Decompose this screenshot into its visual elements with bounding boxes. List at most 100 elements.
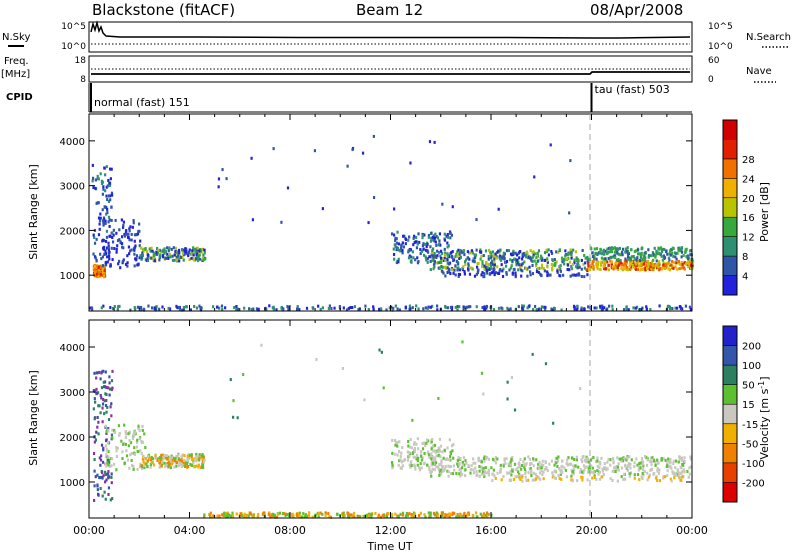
scatter-cell [633,476,636,480]
scatter-cell [485,269,488,273]
scatter-cell [118,238,121,242]
scatter-cell [576,266,579,270]
scatter-cell [177,464,180,468]
scatter-cell [527,455,530,459]
scatter-cell [450,254,454,258]
scatter-cell [179,458,182,462]
x-tick-label: 04:00 [174,524,206,537]
scatter-cell [394,244,397,248]
scatter-cell [173,456,176,460]
scatter-cell [468,257,471,261]
scatter-cell [195,464,198,468]
scatter-cell [533,259,536,263]
scatter-cell [149,463,153,467]
scatter-cell [458,252,461,256]
scatter-cell [175,255,178,259]
scatter-cell [286,513,289,517]
scatter-cell [201,459,204,463]
scatter-cell [480,371,484,375]
scatter-cell [408,304,412,308]
scatter-cell [577,262,580,266]
velocity-y-axis-label: Slant Range [km] [27,370,40,466]
scatter-cell [108,194,112,198]
scatter-cell [416,256,419,260]
scatter-cell [171,459,174,463]
scatter-cell [485,266,488,270]
scatter-cell [634,306,637,310]
scatter-cell [642,257,645,261]
scatter-cell [171,258,175,262]
scatter-cell [144,446,147,450]
scatter-cell [468,272,472,276]
scatter-cell [566,458,569,462]
scatter-cell [221,308,224,312]
scatter-cell [589,458,592,462]
scatter-cell [122,258,125,262]
scatter-cell [586,478,589,482]
scatter-cell [426,242,429,246]
scatter-cell [440,269,444,273]
scatter-cell [102,446,105,450]
scatter-cell [428,466,431,470]
x-tick-label: 16:00 [475,524,507,537]
scatter-cell [571,262,575,266]
scatter-cell [155,252,159,256]
scatter-cell [94,256,97,260]
scatter-cell [236,307,240,311]
scatter-cell [97,266,100,270]
scatter-cell [457,464,460,468]
scatter-cell [501,274,505,278]
scatter-cell [250,512,253,516]
scatter-cell [492,255,496,259]
scatter-cell [450,307,453,311]
scatter-cell [203,248,206,252]
scatter-cell [141,253,145,257]
scatter-cell [129,453,132,457]
scatter-cell [189,308,192,312]
scatter-cell [104,221,107,225]
scatter-cell [193,465,196,469]
scatter-cell [401,511,405,515]
scatter-cell [452,442,455,446]
scatter-cell [370,512,373,516]
scatter-cell [577,465,580,469]
scatter-cell [443,258,446,262]
scatter-cell [661,266,665,270]
scatter-cell [98,476,101,480]
nsky-series [90,20,691,39]
scatter-cell [415,442,418,446]
scatter-cell [343,514,346,518]
scatter-cell [105,165,108,169]
scatter-cell [431,304,434,308]
scatter-cell [421,233,424,237]
scatter-cell [616,456,619,460]
scatter-cell [687,262,690,266]
scatter-cell [123,423,126,427]
scatter-cell [551,308,554,312]
scatter-cell [552,475,556,479]
scatter-cell [233,306,236,310]
scatter-cell [430,439,433,443]
scatter-cell [133,247,136,251]
scatter-cell [654,476,658,480]
scatter-cell [378,348,381,352]
scatter-cell [505,271,508,275]
scatter-cell [140,452,143,456]
scatter-cell [187,250,190,254]
scatter-cell [353,511,356,515]
scatter-cell [529,249,532,253]
scatter-cell [649,456,653,460]
scatter-cell [132,467,135,471]
scatter-cell [531,255,535,259]
scatter-cell [662,254,666,258]
scatter-cell [173,253,176,257]
scatter-cell [624,257,627,261]
scatter-cell [483,475,486,479]
scatter-cell [467,305,470,309]
scatter-cell [515,258,519,262]
scatter-cell [582,464,586,468]
scatter-cell [317,512,320,516]
scatter-cell [201,463,204,467]
scatter-cell [511,260,514,264]
scatter-cell [407,249,410,253]
